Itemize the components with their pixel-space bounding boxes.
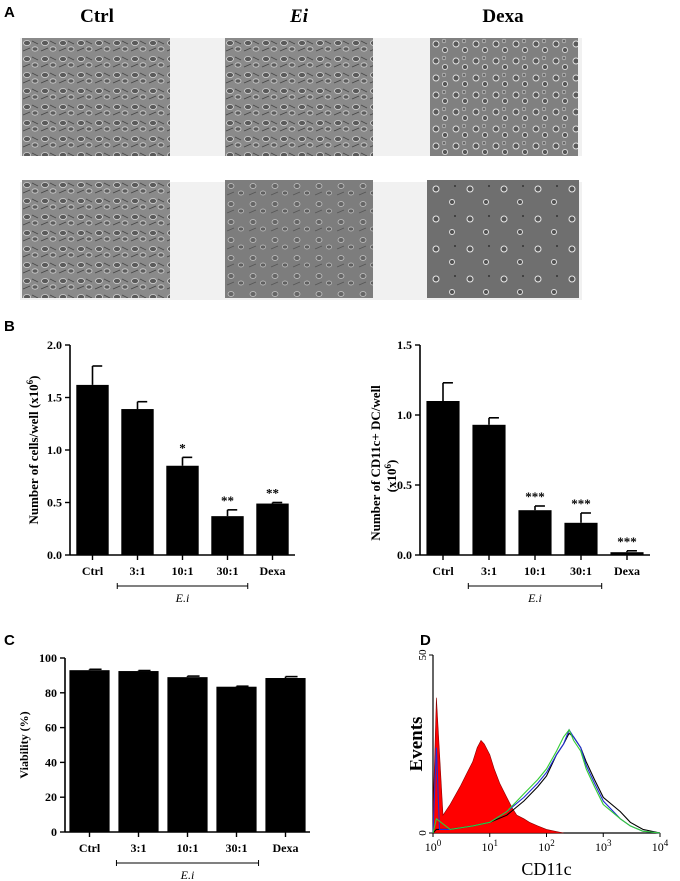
panel-label-c: C (4, 632, 15, 649)
x-tick-label: Ctrl (79, 841, 101, 855)
chart-cd11c-dc-per-well: 0.0 0.5 1.0 1.5 Ctrl 3:1 *** 10:1 *** 30:1 *** Dexa… (368, 338, 650, 605)
y-tick-label: 60 (45, 721, 57, 735)
y-tick-label: 40 (45, 755, 57, 769)
x-tick-label: Dexa (273, 841, 299, 855)
x-tick-label: 100 (425, 838, 442, 854)
x-tick-label: 10:1 (172, 564, 194, 578)
x-tick-label: Dexa (614, 564, 640, 578)
panel-label-a: A (4, 4, 15, 21)
bar-10:1 (518, 510, 552, 555)
y-tick-label: 0.5 (397, 478, 412, 492)
x-tick-label: 10:1 (177, 841, 199, 855)
y-tick-label: 0.0 (397, 548, 412, 562)
micrograph-ctrl-bottom (22, 180, 170, 298)
group-label: E.i (180, 868, 195, 880)
significance-mark: *** (525, 489, 545, 504)
cell-texture (22, 180, 170, 298)
significance-mark: ** (221, 493, 234, 508)
significance-mark: *** (571, 496, 591, 511)
bar-Ctrl (426, 401, 460, 555)
micrograph-ctrl-top (22, 38, 170, 156)
x-tick-label: 3:1 (130, 564, 146, 578)
x-tick-label: 30:1 (217, 564, 239, 578)
bar-3:1 (121, 409, 154, 555)
x-tick-label: 101 (482, 838, 499, 854)
panel-label-b: B (4, 318, 15, 335)
x-tick-label: 102 (538, 838, 555, 854)
cell-texture (225, 180, 373, 298)
group-label: E.i (527, 591, 542, 605)
micrograph-dexa-bottom (427, 180, 579, 298)
bar-10:1 (166, 465, 199, 555)
y-tick-label: 0 (417, 830, 429, 836)
chart-viability: 0 20 40 60 80 100 Ctrl 3:1 10:1 30:1 Dexa E.i Viabil… (17, 651, 310, 880)
cell-texture (22, 38, 170, 156)
bar-30:1 (211, 516, 244, 555)
significance-mark: ** (266, 486, 279, 501)
y-tick-label: 2.0 (47, 338, 62, 352)
y-tick-label: 1.0 (397, 408, 412, 422)
y-axis-label-unit: (x106) (383, 460, 399, 493)
micrograph-header-ei: Ei (290, 6, 308, 27)
y-tick-label: 1.5 (47, 391, 62, 405)
x-tick-label: 3:1 (481, 564, 497, 578)
bar-10:1 (167, 677, 208, 832)
bar-Dexa (610, 552, 644, 555)
bar-3:1 (472, 424, 506, 555)
micrograph-ei-bottom (225, 180, 373, 298)
cell-texture (225, 38, 373, 156)
bar-Dexa (265, 678, 306, 832)
cell-texture (430, 38, 578, 156)
x-tick-label: 103 (595, 838, 612, 854)
y-axis-label: Number of cells/well (x106) (25, 375, 41, 524)
x-tick-label: 3:1 (131, 841, 147, 855)
histogram-series-0 (432, 697, 564, 834)
y-axis-label: Number of CD11c+ DC/well (368, 385, 383, 541)
x-tick-label: 30:1 (570, 564, 592, 578)
y-tick-label: 1.0 (47, 443, 62, 457)
micrograph-header-dexa: Dexa (482, 6, 524, 27)
y-tick-label: 1.5 (397, 338, 412, 352)
histogram-series-3 (432, 728, 661, 834)
x-tick-label: Ctrl (82, 564, 104, 578)
significance-mark: *** (617, 534, 637, 549)
bar-Ctrl (76, 384, 109, 555)
bar-Dexa (256, 503, 289, 555)
y-tick-label: 0.0 (47, 548, 62, 562)
bar-30:1 (216, 686, 257, 832)
x-axis-label: CD11c (521, 859, 571, 879)
x-tick-label: Dexa (260, 564, 286, 578)
chart-cells-per-well: 0.0 0.5 1.0 1.5 2.0 Ctrl 3:1 * 10:1 ** 30:1 ** Dexa E… (25, 338, 295, 605)
x-tick-label: 104 (652, 838, 669, 854)
y-axis-label: Viability (%) (17, 711, 31, 778)
group-label: E.i (175, 591, 190, 605)
y-tick-label: 0.5 (47, 496, 62, 510)
y-tick-label: 100 (39, 651, 57, 665)
x-tick-label: 30:1 (226, 841, 248, 855)
micrograph-dexa-top (430, 38, 578, 156)
bar-30:1 (564, 522, 598, 555)
micrograph-header-ctrl: Ctrl (80, 6, 114, 27)
y-axis-label: Events (410, 717, 427, 772)
y-tick-label: 0 (51, 825, 57, 839)
cell-texture (427, 180, 579, 298)
x-tick-label: 10:1 (524, 564, 546, 578)
panel-label-d: D (420, 632, 431, 649)
bar-Ctrl (69, 670, 110, 832)
chart-cd11c-histogram: 0 50 Events 100 101 102 103 104 CD11c (410, 649, 669, 879)
y-tick-label: 50 (417, 649, 429, 661)
y-tick-label: 80 (45, 686, 57, 700)
bar-3:1 (118, 671, 159, 832)
micrograph-ei-top (225, 38, 373, 156)
y-tick-label: 20 (45, 790, 57, 804)
x-tick-label: Ctrl (432, 564, 454, 578)
significance-mark: * (179, 440, 186, 455)
